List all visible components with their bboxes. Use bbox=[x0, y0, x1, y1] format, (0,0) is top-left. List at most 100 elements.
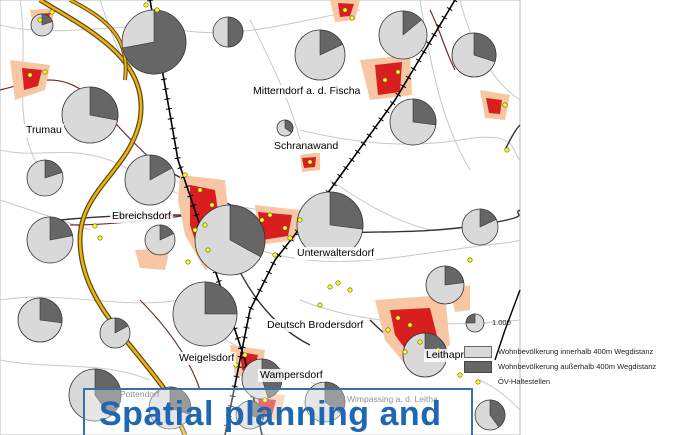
place-label-trumau: Trumau bbox=[24, 124, 64, 137]
pie-outside-slice bbox=[479, 208, 497, 228]
pie-outside-slice bbox=[412, 98, 437, 126]
banner-title: Spatial planning and bbox=[99, 395, 442, 433]
transit-stop-marker bbox=[27, 72, 33, 78]
transit-stop-marker bbox=[504, 147, 510, 153]
transit-stop-marker bbox=[297, 217, 303, 223]
population-pie bbox=[276, 119, 294, 137]
pie-outside-slice bbox=[319, 29, 344, 56]
transit-stop-marker bbox=[342, 7, 348, 13]
legend-scale-row: 1.000 bbox=[464, 312, 511, 334]
population-pie bbox=[461, 208, 499, 246]
transit-stop-marker bbox=[382, 77, 388, 83]
population-pie bbox=[389, 98, 437, 146]
transit-stop-marker bbox=[267, 409, 273, 415]
place-label-schranawand: Schranawand bbox=[272, 140, 341, 153]
population-pie bbox=[294, 29, 346, 81]
transit-stop-marker bbox=[49, 9, 55, 15]
pie-outside-slice bbox=[41, 13, 53, 26]
legend-scale-value: 1.000 bbox=[492, 317, 511, 327]
pie-outside-slice bbox=[122, 9, 187, 75]
transit-stop-marker bbox=[349, 15, 355, 21]
transit-stop-marker bbox=[97, 235, 103, 241]
transit-stop-marker bbox=[407, 322, 413, 328]
legend-outside-swatch bbox=[464, 361, 492, 373]
transit-stop-marker bbox=[327, 284, 333, 290]
legend-inside-label: Wohnbevölkerung innerhalb 400m Wegdistan… bbox=[498, 346, 654, 356]
pie-outside-slice bbox=[249, 400, 265, 420]
pie-outside-slice bbox=[473, 32, 497, 63]
legend-inside-swatch bbox=[464, 346, 492, 358]
transit-stop-marker bbox=[307, 159, 313, 165]
legend-outside-row: Wohnbevölkerung außerhalb 400m Wegdistan… bbox=[464, 361, 656, 373]
population-pie bbox=[121, 9, 187, 75]
transit-stop-marker bbox=[395, 69, 401, 75]
pie-outside-slice bbox=[89, 86, 119, 121]
pie-outside-slice bbox=[329, 191, 364, 230]
population-pie bbox=[296, 191, 364, 259]
place-label-ebreichsdorf: Ebreichsdorf bbox=[110, 210, 173, 223]
population-pie bbox=[124, 154, 176, 206]
pie-outside-slice bbox=[39, 297, 63, 324]
population-pie bbox=[148, 386, 192, 430]
population-pie bbox=[144, 224, 176, 256]
place-label-leithaprodersdorf: Leithapr bbox=[424, 349, 466, 362]
pie-outside-slice bbox=[204, 281, 238, 315]
title-banner: Spatial planning and bbox=[83, 388, 473, 435]
transit-stop-marker bbox=[347, 287, 353, 293]
transit-stop-marker bbox=[395, 315, 401, 321]
transit-stop-marker bbox=[457, 372, 463, 378]
population-pie bbox=[172, 281, 238, 347]
place-label-wimpassing: Wimpassing a. d. Leitha bbox=[347, 394, 438, 404]
pie-outside-slice bbox=[94, 368, 122, 417]
legend-stops-label: ÖV-Haltestellen bbox=[498, 376, 551, 386]
transit-stop-marker bbox=[259, 217, 265, 223]
transit-stop-marker bbox=[182, 172, 188, 178]
population-pie bbox=[425, 265, 465, 305]
population-pie bbox=[30, 13, 54, 37]
pie-outside-slice bbox=[169, 386, 192, 415]
transit-stop-marker bbox=[335, 280, 341, 286]
transit-stop-marker bbox=[205, 247, 211, 253]
population-pie bbox=[378, 10, 428, 60]
population-pie bbox=[451, 32, 497, 78]
place-label-wampersdorf: Wampersdorf bbox=[258, 369, 325, 382]
legend-outside-label: Wohnbevölkerung außerhalb 400m Wegdistan… bbox=[498, 361, 657, 371]
population-pie bbox=[212, 16, 244, 48]
pie-outside-slice bbox=[284, 119, 294, 134]
transit-stop-marker bbox=[209, 202, 215, 208]
population-pie bbox=[17, 297, 63, 343]
pie-outside-slice bbox=[489, 399, 506, 428]
public-transport-stops bbox=[27, 2, 510, 415]
pie-outside-slice bbox=[44, 159, 63, 179]
transit-stop-marker bbox=[192, 227, 198, 233]
population-pie bbox=[61, 86, 119, 144]
transit-stop-marker bbox=[242, 352, 248, 358]
legend-stops-row: ÖV-Haltestellen bbox=[464, 376, 550, 388]
population-pie bbox=[474, 399, 506, 431]
transit-stop-marker bbox=[143, 2, 149, 8]
place-label-unterwaltersdorf: Unterwaltersdorf bbox=[295, 247, 377, 260]
transit-stop-marker bbox=[92, 223, 98, 229]
transit-stop-marker bbox=[317, 302, 323, 308]
pie-outside-slice bbox=[159, 224, 174, 241]
transit-stop-marker bbox=[42, 69, 48, 75]
transit-stop-marker bbox=[262, 397, 268, 403]
pie-outside-slice bbox=[227, 16, 244, 48]
transit-stop-marker bbox=[202, 222, 208, 228]
transit-stop-marker bbox=[402, 349, 408, 355]
pie-outside-slice bbox=[149, 154, 173, 181]
population-pie bbox=[194, 204, 266, 276]
transit-stop-marker bbox=[287, 235, 293, 241]
legend-inside-row: Wohnbevölkerung innerhalb 400m Wegdistan… bbox=[464, 346, 653, 358]
place-label-mitterndorf: Mitterndorf a. d. Fischa bbox=[251, 85, 363, 98]
population-pie bbox=[26, 216, 74, 264]
population-pie bbox=[235, 400, 265, 430]
transit-stop-marker bbox=[467, 257, 473, 263]
place-label-pottendorf: Pottendorf bbox=[120, 389, 160, 399]
transit-stop-marker bbox=[502, 102, 508, 108]
transit-stop-marker bbox=[385, 327, 391, 333]
population-pie bbox=[99, 317, 131, 349]
transit-stop-marker bbox=[267, 212, 273, 218]
transit-stop-marker bbox=[154, 7, 160, 13]
pie-outside-slice bbox=[114, 317, 129, 334]
